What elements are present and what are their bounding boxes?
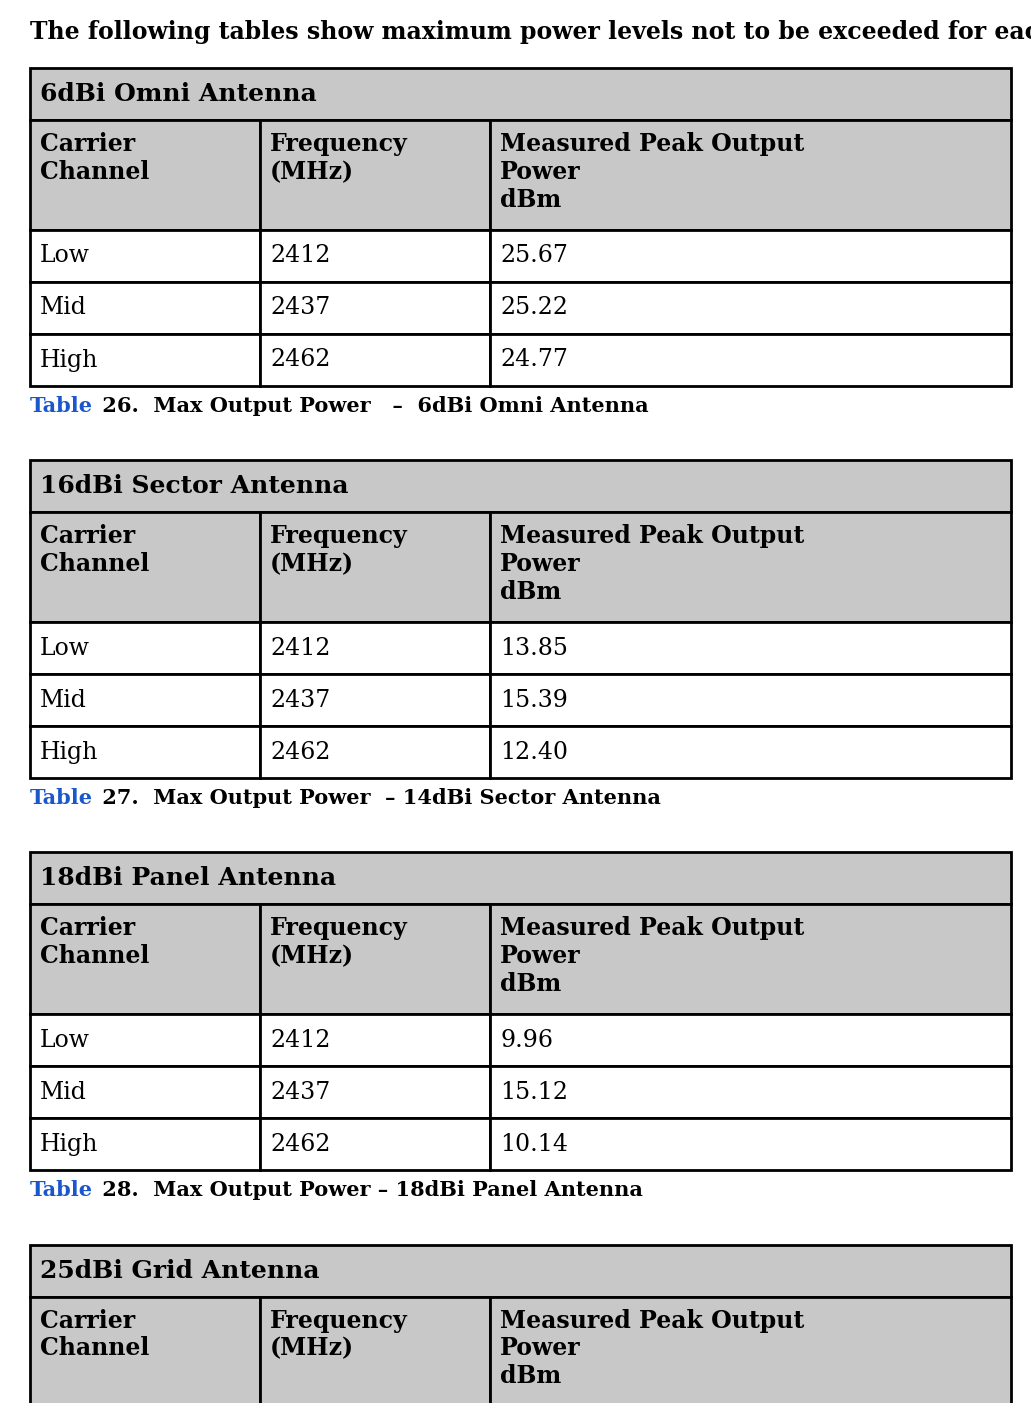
Bar	[30, 727, 260, 779]
Bar	[260, 334, 490, 386]
Bar	[490, 1296, 1011, 1403]
Bar	[260, 1296, 490, 1403]
Bar	[490, 905, 1011, 1014]
Text: 9.96: 9.96	[500, 1028, 553, 1052]
Bar	[260, 727, 490, 779]
Text: Mid: Mid	[40, 296, 87, 320]
Text: Frequency
(MHz): Frequency (MHz)	[270, 1309, 407, 1361]
Text: 25.22: 25.22	[500, 296, 568, 320]
Text: 28.  Max Output Power – 18dBi Panel Antenna: 28. Max Output Power – 18dBi Panel Anten…	[95, 1180, 642, 1201]
Text: Low: Low	[40, 1028, 90, 1052]
Text: 2437: 2437	[270, 296, 330, 320]
Bar	[260, 675, 490, 727]
Bar	[490, 282, 1011, 334]
Text: 26.  Max Output Power   –  6dBi Omni Antenna: 26. Max Output Power – 6dBi Omni Antenna	[95, 396, 648, 417]
Bar	[490, 1066, 1011, 1118]
Text: 2412: 2412	[270, 637, 331, 659]
Text: The following tables show maximum power levels not to be exceeded for each anten: The following tables show maximum power …	[30, 20, 1031, 43]
Bar	[30, 460, 1011, 512]
Text: Frequency
(MHz): Frequency (MHz)	[270, 132, 407, 184]
Bar	[30, 675, 260, 727]
Text: Low: Low	[40, 637, 90, 659]
Text: Mid: Mid	[40, 689, 87, 711]
Text: 13.85: 13.85	[500, 637, 568, 659]
Text: 2462: 2462	[270, 1132, 331, 1156]
Bar	[490, 121, 1011, 230]
Text: Frequency
(MHz): Frequency (MHz)	[270, 916, 407, 968]
Bar	[30, 1014, 260, 1066]
Bar	[260, 1066, 490, 1118]
Text: Table: Table	[30, 1180, 93, 1201]
Text: 2462: 2462	[270, 741, 331, 763]
Text: Low: Low	[40, 244, 90, 268]
Bar	[260, 905, 490, 1014]
Bar	[490, 230, 1011, 282]
Text: High: High	[40, 1132, 98, 1156]
Bar	[30, 1066, 260, 1118]
Bar	[30, 1118, 260, 1170]
Text: Measured Peak Output
Power
dBm: Measured Peak Output Power dBm	[500, 916, 804, 996]
Text: 12.40: 12.40	[500, 741, 568, 763]
Text: 2412: 2412	[270, 244, 331, 268]
Bar	[30, 853, 1011, 905]
Bar	[30, 905, 260, 1014]
Text: Table: Table	[30, 788, 93, 808]
Bar	[260, 512, 490, 622]
Text: Carrier
Channel: Carrier Channel	[40, 1309, 149, 1361]
Text: 15.39: 15.39	[500, 689, 568, 711]
Text: High: High	[40, 741, 98, 763]
Text: 15.12: 15.12	[500, 1080, 568, 1104]
Text: Carrier
Channel: Carrier Channel	[40, 132, 149, 184]
Text: 10.14: 10.14	[500, 1132, 568, 1156]
Bar	[260, 622, 490, 675]
Bar	[260, 1118, 490, 1170]
Bar	[490, 675, 1011, 727]
Bar	[260, 1014, 490, 1066]
Text: Frequency
(MHz): Frequency (MHz)	[270, 525, 407, 577]
Text: 2437: 2437	[270, 689, 330, 711]
Bar	[490, 512, 1011, 622]
Text: High: High	[40, 348, 98, 372]
Bar	[490, 334, 1011, 386]
Bar	[260, 230, 490, 282]
Text: Carrier
Channel: Carrier Channel	[40, 525, 149, 577]
Text: 2412: 2412	[270, 1028, 331, 1052]
Text: Measured Peak Output
Power
dBm: Measured Peak Output Power dBm	[500, 525, 804, 603]
Bar	[30, 230, 260, 282]
Text: Measured Peak Output
Power
dBm: Measured Peak Output Power dBm	[500, 132, 804, 212]
Bar	[30, 622, 260, 675]
Bar	[30, 1296, 260, 1403]
Text: 2437: 2437	[270, 1080, 330, 1104]
Text: 25.67: 25.67	[500, 244, 568, 268]
Bar	[260, 121, 490, 230]
Bar	[490, 1118, 1011, 1170]
Text: 6dBi Omni Antenna: 6dBi Omni Antenna	[40, 81, 317, 107]
Text: 2462: 2462	[270, 348, 331, 372]
Text: 24.77: 24.77	[500, 348, 568, 372]
Text: 25dBi Grid Antenna: 25dBi Grid Antenna	[40, 1258, 320, 1282]
Bar	[30, 1244, 1011, 1296]
Bar	[490, 1014, 1011, 1066]
Text: Measured Peak Output
Power
dBm: Measured Peak Output Power dBm	[500, 1309, 804, 1388]
Bar	[260, 282, 490, 334]
Text: Table: Table	[30, 396, 93, 417]
Text: 27.  Max Output Power  – 14dBi Sector Antenna: 27. Max Output Power – 14dBi Sector Ante…	[95, 788, 661, 808]
Text: 18dBi Panel Antenna: 18dBi Panel Antenna	[40, 866, 336, 891]
Text: 16dBi Sector Antenna: 16dBi Sector Antenna	[40, 474, 348, 498]
Bar	[30, 121, 260, 230]
Bar	[30, 282, 260, 334]
Bar	[30, 512, 260, 622]
Bar	[490, 727, 1011, 779]
Bar	[30, 67, 1011, 121]
Text: Carrier
Channel: Carrier Channel	[40, 916, 149, 968]
Text: Mid: Mid	[40, 1080, 87, 1104]
Bar	[30, 334, 260, 386]
Bar	[490, 622, 1011, 675]
